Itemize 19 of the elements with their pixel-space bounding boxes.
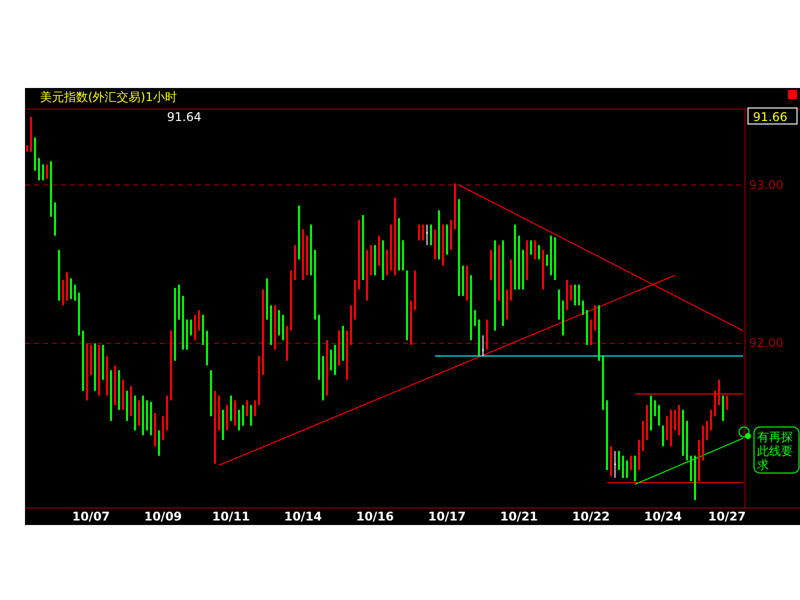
x-tick-label: 10/22 bbox=[572, 510, 610, 524]
x-tick-label: 10/09 bbox=[144, 510, 182, 524]
text: 有再探此线要求 bbox=[757, 430, 793, 472]
x-tick-label: 10/27 bbox=[708, 510, 746, 524]
x-tick-label: 10/14 bbox=[284, 510, 322, 524]
x-tick-label: 10/17 bbox=[428, 510, 466, 524]
annotation: 91.64 bbox=[167, 110, 202, 124]
x-tick-label: 10/24 bbox=[644, 510, 682, 524]
candlestick bbox=[614, 450, 616, 478]
x-tick-label: 10/16 bbox=[356, 510, 394, 524]
chart-title: 美元指数(外汇交易)1小时 bbox=[40, 90, 177, 104]
candlestick bbox=[482, 334, 484, 356]
x-tick-label: 10/21 bbox=[500, 510, 538, 524]
text: 91.66 bbox=[753, 110, 788, 124]
x-tick-label: 10/07 bbox=[72, 510, 110, 524]
candlestick bbox=[426, 224, 428, 246]
y-tick-label: 93.00 bbox=[749, 178, 784, 192]
y-tick-label: 92.00 bbox=[749, 336, 784, 350]
x-tick-label: 10/11 bbox=[212, 510, 250, 524]
